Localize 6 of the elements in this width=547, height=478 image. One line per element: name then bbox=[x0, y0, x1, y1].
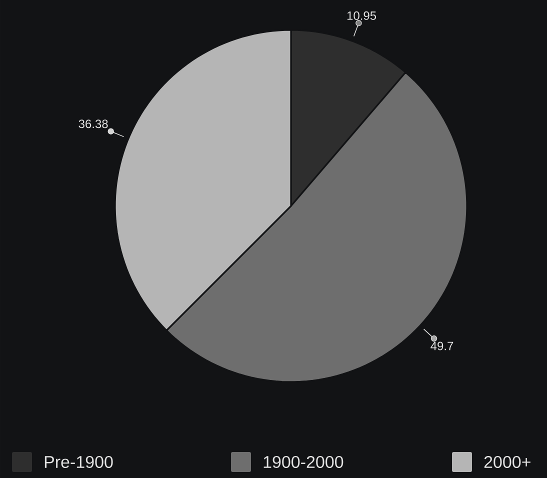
data-label: 49.7 bbox=[430, 342, 454, 350]
legend-label: Pre-1900 bbox=[44, 456, 113, 468]
data-label: 10.95 bbox=[347, 11, 376, 20]
legend-label: 2000+ bbox=[484, 456, 530, 468]
data-label: 36.38 bbox=[78, 120, 108, 128]
legend-label: 1900-2000 bbox=[264, 456, 344, 468]
